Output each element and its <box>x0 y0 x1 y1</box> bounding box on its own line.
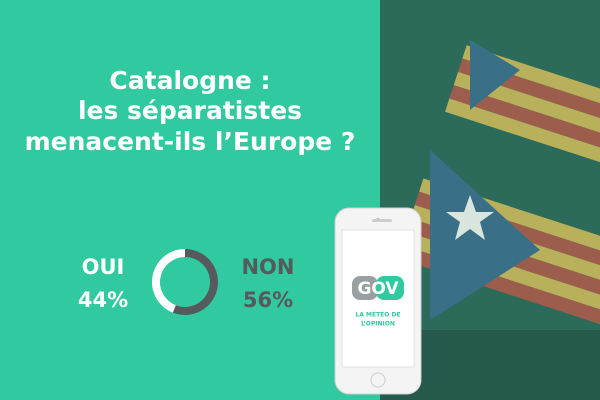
value-label: 56% <box>243 288 293 312</box>
title-line: les séparatistes <box>78 96 302 125</box>
legend-label: NON <box>241 255 294 279</box>
tagline: LA MÉTÉO DE <box>355 311 400 319</box>
tagline: L’OPINION <box>361 321 395 328</box>
phone: GOV LA MÉTÉO DE L’OPINION <box>334 207 422 395</box>
value-label: 44% <box>78 288 128 312</box>
title-line: Catalogne : <box>109 66 270 95</box>
photo <box>380 0 600 400</box>
donut-segment <box>152 249 186 313</box>
title-line: menacent-ils l’Europe ? <box>25 127 356 156</box>
donut-chart <box>152 249 218 315</box>
donut-segment <box>172 249 218 315</box>
legend-label: OUI <box>82 255 125 279</box>
title: Catalogne : les séparatistes menacent-il… <box>25 66 356 156</box>
logo: GOV <box>357 279 399 299</box>
